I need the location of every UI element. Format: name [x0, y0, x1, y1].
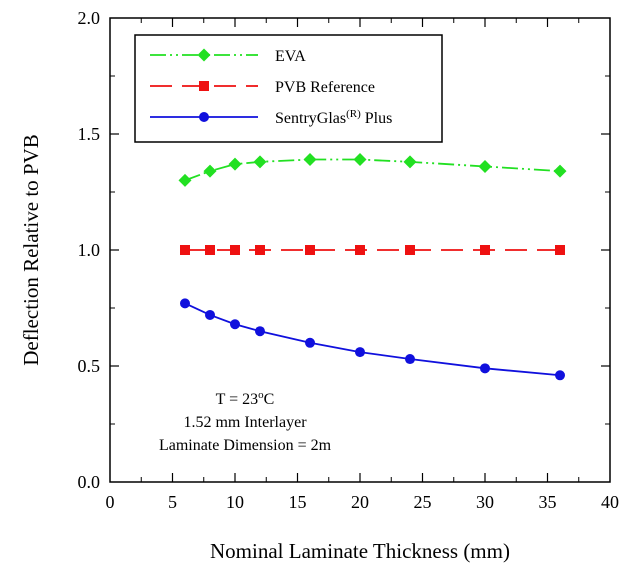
data-point-circle: [205, 309, 215, 320]
data-point-circle: [230, 319, 240, 330]
data-point-square: [480, 245, 490, 255]
data-point-circle: [480, 363, 490, 374]
legend-label-circle: SentryGlas(R) Plus: [275, 108, 392, 127]
y-tick-label: 1.0: [78, 240, 101, 260]
annotation: T = 23oC 1.52 mm Interlayer Laminate Dim…: [159, 389, 332, 454]
data-point-square: [405, 245, 415, 255]
legend-marker-circle: [199, 112, 209, 122]
x-tick-label: 20: [351, 492, 369, 512]
y-tick-label: 2.0: [78, 8, 101, 28]
x-tick-label: 25: [414, 492, 432, 512]
data-point-square: [180, 245, 190, 255]
series-line-circle: [184, 302, 561, 377]
data-point-diamond: [478, 159, 492, 173]
legend-label-square: PVB Reference: [275, 79, 375, 96]
legend-label-diamond: EVA: [275, 48, 306, 65]
data-point-square: [230, 245, 240, 255]
data-point-diamond: [303, 153, 317, 167]
annotation-interlayer: 1.52 mm Interlayer: [183, 414, 307, 431]
x-tick-label: 35: [539, 492, 557, 512]
data-point-circle: [555, 370, 565, 381]
data-point-circle: [405, 354, 415, 365]
x-tick-label: 15: [289, 492, 307, 512]
data-point-diamond: [228, 157, 242, 171]
y-axis: 0.0 0.5 1.0 1.5 2.0: [78, 8, 610, 492]
data-point-circle: [305, 337, 315, 348]
x-tick-label: 5: [168, 492, 177, 512]
data-point-diamond: [253, 155, 267, 169]
x-tick-label: 30: [476, 492, 494, 512]
legend-marker-diamond: [197, 48, 211, 62]
y-tick-label: 0.5: [78, 356, 101, 376]
annotation-dimension: Laminate Dimension = 2m: [159, 437, 332, 454]
legend: EVA PVB Reference SentryGlas(R) Plus: [134, 34, 443, 143]
data-point-square: [555, 245, 565, 255]
data-point-square: [355, 245, 365, 255]
y-tick-label: 1.5: [78, 124, 101, 144]
legend-box: [134, 34, 443, 143]
data-point-square: [255, 245, 265, 255]
data-point-circle: [355, 347, 365, 358]
series-line-diamond: [184, 158, 561, 182]
data-point-diamond: [353, 153, 367, 167]
data-point-square: [305, 245, 315, 255]
data-point-circle: [180, 298, 190, 309]
data-point-circle: [255, 326, 265, 337]
x-tick-label: 10: [226, 492, 244, 512]
x-axis: 0 5 10 15 20 25 30 35 40: [106, 18, 619, 512]
data-point-square: [205, 245, 215, 255]
data-point-diamond: [178, 173, 192, 187]
legend-marker-square: [199, 81, 209, 91]
data-point-diamond: [403, 155, 417, 169]
x-tick-label: 0: [106, 492, 115, 512]
y-tick-label: 0.0: [78, 472, 101, 492]
annotation-temperature: T = 23oC: [216, 389, 275, 408]
series-layer: [178, 153, 567, 381]
x-tick-label: 40: [601, 492, 619, 512]
x-axis-title: Nominal Laminate Thickness (mm): [210, 539, 510, 563]
data-point-diamond: [203, 164, 217, 178]
data-point-diamond: [553, 164, 567, 178]
y-axis-title: Deflection Relative to PVB: [19, 134, 43, 366]
